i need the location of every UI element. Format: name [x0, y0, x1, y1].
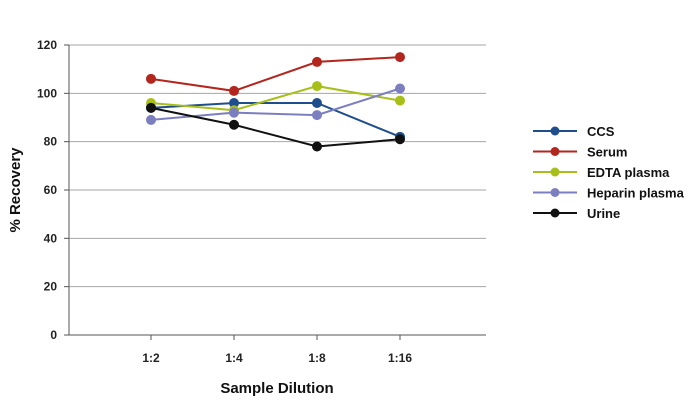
y-tick-labels: 0 20 40 60 80 100 120	[37, 38, 57, 342]
legend-item: CCS	[533, 124, 615, 139]
series-heparin-plasma	[146, 83, 405, 125]
series-line	[150, 85, 401, 112]
legend-marker	[550, 188, 560, 197]
series-line	[150, 102, 401, 138]
series-serum	[146, 52, 405, 96]
data-point	[395, 134, 405, 145]
legend-item: Heparin plasma	[533, 186, 685, 201]
legend-marker	[550, 167, 560, 177]
data-point	[312, 81, 322, 92]
legend-item: Urine	[533, 206, 620, 221]
x-tick-labels: 1:2 1:4 1:8 1:16	[142, 351, 412, 365]
y-tick-label: 20	[44, 280, 58, 294]
legend-label: CCS	[587, 124, 615, 139]
data-point	[312, 98, 322, 108]
data-point	[395, 83, 405, 94]
y-tick-label: 120	[37, 38, 57, 52]
series-line	[150, 56, 401, 92]
data-point	[312, 141, 322, 152]
y-tick-label: 100	[37, 86, 57, 100]
y-tick-label: 60	[44, 183, 58, 197]
legend-item: EDTA plasma	[533, 165, 670, 180]
data-point	[146, 102, 156, 113]
data-point	[229, 119, 239, 130]
data-point	[146, 114, 156, 125]
legend: CCS Serum EDTA plasma Heparin plasma Urine	[533, 124, 685, 221]
axes	[64, 44, 486, 340]
series-edta-plasma	[146, 81, 405, 116]
y-axis-title: % Recovery	[7, 147, 24, 233]
legend-marker	[550, 208, 560, 218]
data-point	[312, 110, 322, 121]
series-urine	[146, 102, 405, 152]
x-tick-label: 1:4	[225, 351, 243, 365]
legend-marker	[550, 126, 560, 136]
x-tick-label: 1:8	[308, 351, 326, 365]
x-tick-label: 1:16	[388, 351, 412, 365]
y-tick-label: 0	[50, 328, 57, 342]
data-point	[229, 85, 239, 96]
y-tick-label: 40	[44, 231, 58, 245]
x-tick-label: 1:2	[142, 351, 160, 365]
y-tick-label: 80	[44, 135, 58, 149]
legend-label: EDTA plasma	[587, 165, 670, 180]
series-line	[150, 106, 401, 148]
legend-label: Serum	[587, 145, 627, 160]
legend-marker	[550, 147, 560, 156]
legend-label: Urine	[587, 206, 620, 221]
x-axis-title: Sample Dilution	[220, 380, 333, 397]
data-point	[395, 52, 405, 63]
data-point	[229, 107, 239, 118]
legend-label: Heparin plasma	[587, 186, 685, 201]
data-point	[395, 95, 405, 106]
series-lines	[146, 52, 405, 152]
legend-item: Serum	[533, 145, 627, 160]
data-point	[146, 73, 156, 84]
data-point	[312, 56, 322, 67]
gridlines	[69, 44, 486, 288]
